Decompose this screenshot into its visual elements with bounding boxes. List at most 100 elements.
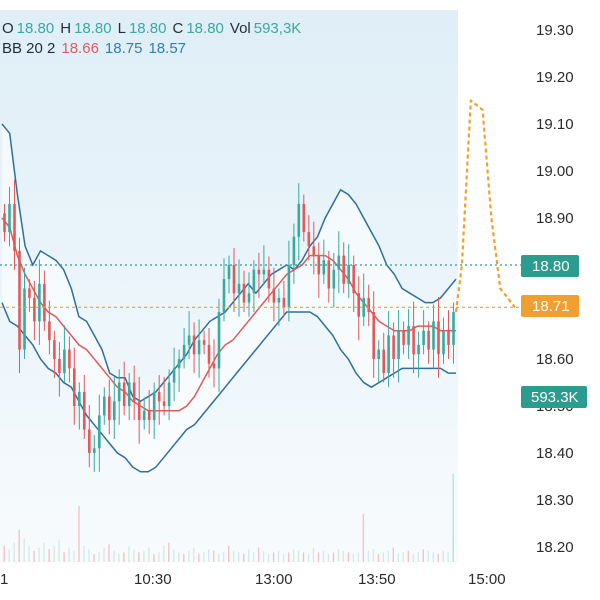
candle-body xyxy=(197,340,201,355)
candle-body xyxy=(452,312,455,345)
candle-body xyxy=(397,330,400,359)
x-tick-label: 13:50 xyxy=(358,571,396,588)
candle-body xyxy=(442,330,445,355)
volume-bar xyxy=(437,554,439,562)
candle-body xyxy=(63,349,66,374)
candle-body xyxy=(28,288,31,298)
candle-body xyxy=(217,312,221,369)
candle-body xyxy=(402,330,405,345)
volume-bar xyxy=(322,550,325,562)
bb-lower-line xyxy=(1,302,456,473)
candle-body xyxy=(417,344,420,355)
volume-bar xyxy=(33,550,35,562)
low-label: L xyxy=(117,20,126,37)
ohlc-legend: O 18.80 H 18.80 L 18.80 C 18.80 Vol 593,3K xyxy=(2,20,307,37)
volume-bar xyxy=(88,549,90,562)
candle-body xyxy=(58,359,61,374)
volume-bar xyxy=(262,550,265,562)
candle-body xyxy=(53,340,56,359)
candle-body xyxy=(232,265,236,294)
x-tick-label: 1 xyxy=(0,571,8,588)
candle-body xyxy=(33,297,36,322)
candle-body xyxy=(267,269,271,289)
forecast-layer xyxy=(454,99,516,313)
y-tick-label: 18.40 xyxy=(536,445,574,462)
volume-bar xyxy=(23,538,25,562)
volume-bar xyxy=(332,552,335,562)
volume-bar xyxy=(158,552,160,562)
candle-body xyxy=(73,368,76,406)
volume-bar xyxy=(233,550,235,562)
forecast-price-badge: 18.71 xyxy=(521,295,579,317)
volume-bar xyxy=(58,539,60,562)
candle-body xyxy=(387,335,390,374)
candle-body xyxy=(227,265,231,280)
volume-bar xyxy=(183,554,185,562)
volume-bar xyxy=(452,474,454,562)
volume-bar xyxy=(53,546,55,562)
candle-body xyxy=(192,335,196,355)
bb-lower-value: 18.57 xyxy=(148,40,187,57)
volume-bar xyxy=(357,552,360,562)
bb-basis-line xyxy=(1,217,456,412)
last-price-badge: 18.80 xyxy=(521,255,579,277)
candle-body xyxy=(447,330,450,345)
volume-legend-value: 593,3K xyxy=(253,20,302,37)
candle-body xyxy=(427,330,430,350)
x-axis: 1 10:30 13:00 13:50 15:00 xyxy=(0,571,506,588)
candle-body xyxy=(377,349,380,359)
high-label: H xyxy=(60,20,72,37)
volume-bar xyxy=(213,550,215,562)
volume-bar xyxy=(337,549,340,562)
volume-bar xyxy=(138,552,140,562)
volume-bar xyxy=(367,550,370,562)
volume-bar xyxy=(352,554,355,562)
volume-bar xyxy=(432,552,434,562)
y-tick-label: 19.30 xyxy=(536,22,574,39)
volume-bar xyxy=(228,546,230,562)
volume-bar xyxy=(173,549,175,562)
candle-body xyxy=(103,396,106,416)
top-strip xyxy=(0,0,458,10)
candle-body xyxy=(262,269,266,275)
volume-bar xyxy=(193,547,195,562)
candle-body xyxy=(113,401,116,421)
volume-bar xyxy=(163,546,165,562)
close-value: 18.80 xyxy=(186,20,224,37)
candle-body xyxy=(167,382,171,406)
candle-body xyxy=(332,269,336,289)
candle-body xyxy=(392,335,395,359)
candle-body xyxy=(342,255,345,284)
candle-body xyxy=(327,260,331,289)
candle-body xyxy=(88,429,91,453)
candle-body xyxy=(68,349,71,369)
candle-body xyxy=(312,246,316,256)
bollinger-legend: BB 20 2 18.66 18.75 18.57 xyxy=(2,40,192,57)
volume-label: Vol xyxy=(229,20,251,37)
volume-bar xyxy=(208,549,210,562)
candle-body xyxy=(122,382,126,406)
last-price-value: 18.80 xyxy=(532,258,570,275)
volume-bar xyxy=(68,547,70,562)
volume-bar xyxy=(168,542,170,562)
volume-bar xyxy=(362,514,365,562)
candle-body xyxy=(132,382,136,402)
y-tick-label: 18.30 xyxy=(536,492,574,509)
candle-body xyxy=(282,297,286,308)
volume-bar xyxy=(392,547,394,562)
candle-body xyxy=(137,401,141,421)
candle-body xyxy=(8,203,11,233)
volume-bar xyxy=(327,554,330,562)
open-label: O xyxy=(2,20,14,37)
forecast-price-value: 18.71 xyxy=(532,298,570,315)
candle-body xyxy=(407,326,410,345)
volume-bar xyxy=(218,554,220,562)
volume-bar xyxy=(223,552,225,562)
candle-body xyxy=(252,269,256,294)
y-tick-label: 18.90 xyxy=(536,210,574,227)
candle-body xyxy=(207,344,211,364)
volume-bar xyxy=(103,547,105,562)
y-tick-label: 19.20 xyxy=(536,69,574,86)
volume-bar xyxy=(297,550,300,562)
